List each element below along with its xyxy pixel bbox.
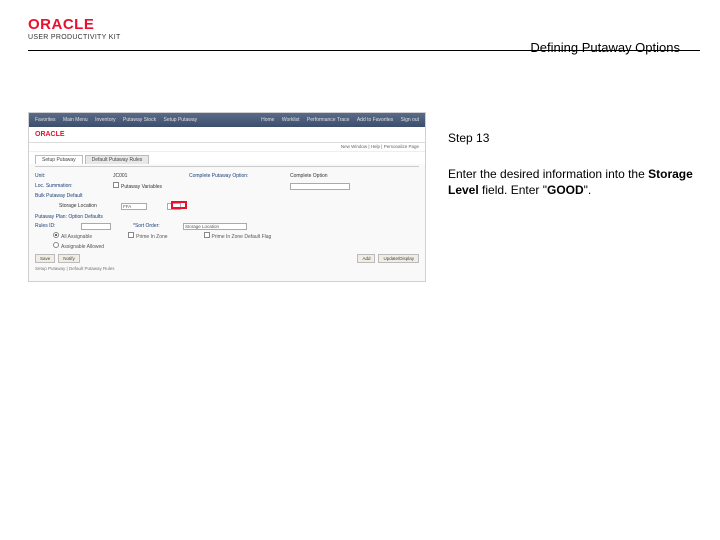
notify-button[interactable]: Notify [58,254,80,263]
update-display-button[interactable]: Update/Display [378,254,419,263]
brand-row: ORACLE [29,127,425,143]
putaway-var-cb[interactable]: Putaway Variables [113,182,183,190]
crumb[interactable]: Inventory [95,117,116,123]
instr-value: GOOD [547,183,584,197]
form-row: Bulk Putaway Default [35,191,419,201]
crumb[interactable]: Putaway Stock [123,117,156,123]
crumb[interactable]: Favorites [35,117,56,123]
radio-all-assignable[interactable]: All Assignable [53,232,92,240]
app-topbar: Favorites Main Menu Inventory Putaway St… [29,113,425,127]
user-line: New Window | Help | Personalize Page [29,143,425,152]
footer-links: Setup Putaway | Default Putaway Rules [35,266,419,271]
page-title: Defining Putaway Options [530,40,680,55]
form-row: Storage Location FFA [35,201,419,211]
instruction-panel: Step 13 Enter the desired information in… [448,130,698,199]
bulk-default-label: Bulk Putaway Default [35,193,107,199]
tab-default-rules[interactable]: Default Putaway Rules [85,155,150,164]
instr-suffix: ". [584,183,592,197]
button-row: Save Notify Add Update/Display [35,254,419,263]
mini-oracle-logo: ORACLE [35,131,65,138]
tab-row: Setup Putaway Default Putaway Rules [29,152,425,164]
instruction-text: Enter the desired information into the S… [448,166,698,198]
form-row: Unit: JC001 Complete Putaway Option: Com… [35,171,419,181]
instr-mid: field. Enter " [479,183,547,197]
form-row: Assignable Allowed [35,241,419,251]
add-button[interactable]: Add [357,254,375,263]
tab-underline [35,166,419,167]
rules-id-input[interactable] [81,223,111,230]
oracle-logo: ORACLE USER PRODUCTIVITY KIT [28,16,121,41]
breadcrumb: Favorites Main Menu Inventory Putaway St… [35,117,203,123]
sort-order-label: *Sort Order: [133,223,177,229]
cb-prime-zone[interactable]: Prime In Zone [128,232,167,240]
logo-subtitle: USER PRODUCTIVITY KIT [28,34,121,41]
complete-opt-input[interactable] [290,183,350,190]
unit-label: Unit: [35,173,107,179]
storage-loc-input[interactable]: FFA [121,203,147,210]
logo-main: ORACLE [28,16,121,33]
topbar-links: Home Worklist Performance Trace Add to F… [255,117,419,123]
form-body: Unit: JC001 Complete Putaway Option: Com… [29,169,425,273]
loc-summ-label: Loc. Summation: [35,183,107,189]
complete-opt-value: Complete Option [290,173,360,179]
sort-order-select[interactable]: Storage Location [183,223,247,230]
top-link[interactable]: Sign out [401,117,419,123]
embedded-screenshot: Favorites Main Menu Inventory Putaway St… [28,112,426,282]
radio-assignable-allowed[interactable]: Assignable Allowed [53,242,104,250]
form-row: All Assignable Prime In Zone Prime In Zo… [35,231,419,241]
crumb[interactable]: Main Menu [63,117,88,123]
tab-setup-putaway[interactable]: Setup Putaway [35,155,83,164]
form-row: Loc. Summation: Putaway Variables [35,181,419,191]
plan-section-title: Putaway Plan: Option Defaults [35,214,419,220]
cb-prime-zone-default[interactable]: Prime In Zone Default Flag [204,232,272,240]
unit-value: JC001 [113,173,183,179]
top-link[interactable]: Home [261,117,274,123]
top-link[interactable]: Add to Favorites [357,117,393,123]
crumb[interactable]: Setup Putaway [164,117,198,123]
step-number: Step 13 [448,130,698,146]
storage-loc-label: Storage Location [59,203,115,209]
header-divider [28,50,700,51]
rules-id-label: Rules ID: [35,223,75,229]
complete-opt-label: Complete Putaway Option: [189,173,284,179]
instr-prefix: Enter the desired information into the [448,167,648,181]
form-row: Rules ID: *Sort Order: Storage Location [35,221,419,231]
top-link[interactable]: Performance Trace [307,117,350,123]
top-link[interactable]: Worklist [282,117,300,123]
save-button[interactable]: Save [35,254,55,263]
highlight-indicator [171,201,187,209]
